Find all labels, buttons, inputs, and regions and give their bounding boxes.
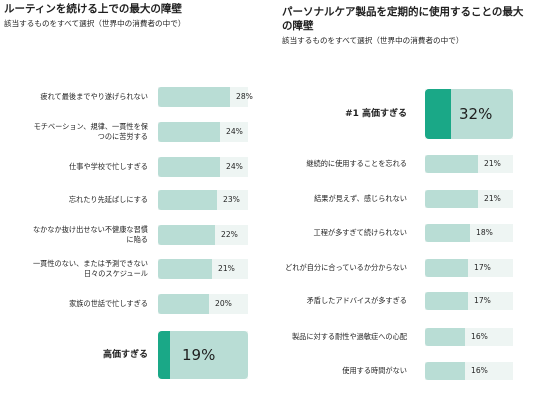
bar-track: [158, 122, 248, 142]
bar: [425, 190, 478, 208]
bar-value-label: 16%: [471, 366, 488, 375]
bar-track: [158, 225, 248, 245]
bar-track: [158, 190, 248, 210]
bar-value-label: 24%: [226, 162, 243, 171]
bar: [425, 224, 470, 242]
bar-value-label: 22%: [221, 230, 238, 239]
bar-label: どれが自分に合っているか分からない: [285, 263, 407, 272]
bar: [158, 225, 215, 245]
bar-label: 使用する時間がない: [342, 366, 407, 375]
bar-label: 高価すぎる: [102, 350, 148, 360]
bar-track: [425, 89, 513, 139]
bar-track: [425, 155, 513, 173]
bar-value-label: 16%: [471, 332, 488, 341]
bar-value-label: 21%: [484, 194, 501, 203]
bar-value-label: 32%: [459, 105, 493, 123]
bar-track: [425, 328, 513, 346]
bar-track: [158, 259, 248, 279]
bar-label: 継続的に使用することを忘れる: [306, 159, 407, 168]
bar: [158, 294, 209, 314]
bar-label: #1 高価すぎる: [345, 109, 407, 119]
bar-label: 家族の世話で忙しすぎる: [69, 299, 148, 308]
bar-label: 製品に対する耐性や過敏症への心配: [291, 332, 407, 341]
bar-track: [158, 157, 248, 177]
bar-track: [425, 292, 513, 310]
bar-label: 結果が見えず、感じられない: [314, 194, 407, 203]
bar-label: 一貫性のない、または予測できない日々のスケジュール: [32, 259, 148, 278]
bar-value-label: 17%: [474, 296, 491, 305]
bar: [425, 362, 465, 380]
bar-accent: [158, 331, 170, 379]
left-chart-subtitle: 該当するものをすべて選択（世界中の消費者の中で）: [4, 19, 186, 28]
bar-track: [425, 362, 513, 380]
bar-track: [425, 190, 513, 208]
left-chart-panel: ルーティンを続ける上での最大の障壁 該当するものをすべて選択（世界中の消費者の中…: [0, 0, 262, 405]
bar-track: [158, 294, 248, 314]
bar-track: [425, 224, 513, 242]
bar: [158, 190, 217, 210]
bar-value-label: 21%: [218, 264, 235, 273]
bar-track: [158, 331, 248, 379]
bar-value-label: 28%: [236, 92, 253, 101]
bar: [425, 89, 513, 139]
bar-label: 工程が多すぎて続けられない: [313, 228, 407, 237]
right-chart-subtitle: 該当するものをすべて選択（世界中の消費者の中で）: [282, 36, 464, 45]
bar-track: [425, 259, 513, 277]
bar-value-label: 24%: [226, 127, 243, 136]
bar-value-label: 23%: [223, 195, 240, 204]
bar-label: モチベーション、規律、一貫性を保つのに苦労する: [33, 122, 148, 141]
bar: [158, 122, 220, 142]
bar-label: なかなか抜け出せない不健康な習慣に陥る: [32, 225, 148, 244]
bar-track: [158, 87, 248, 107]
bar: [425, 259, 468, 277]
bar: [425, 155, 478, 173]
bar: [425, 328, 465, 346]
bar-value-label: 17%: [474, 263, 491, 272]
bar: [425, 292, 468, 310]
bar-value-label: 18%: [476, 228, 493, 237]
bar: [158, 259, 212, 279]
bar: [158, 331, 248, 379]
right-chart-panel: パーソナルケア製品を定期的に使用することの最大の障壁 該当するものをすべて選択（…: [268, 0, 536, 405]
bar-value-label: 20%: [215, 299, 232, 308]
bar-value-label: 19%: [182, 346, 216, 364]
bar-label: 矛盾したアドバイスが多すぎる: [306, 296, 407, 305]
bar-label: 忘れたり先延ばしにする: [68, 195, 148, 204]
bar: [158, 87, 230, 107]
bar-label: 疲れて最後までやり遂げられない: [40, 92, 148, 101]
bar: [158, 157, 220, 177]
bar-label: 仕事や学校で忙しすぎる: [69, 162, 148, 171]
bar-value-label: 21%: [484, 159, 501, 168]
left-chart-title: ルーティンを続ける上での最大の障壁: [4, 3, 182, 15]
bar-accent: [425, 89, 451, 139]
right-chart-title: パーソナルケア製品を定期的に使用することの最大の障壁: [282, 6, 524, 32]
